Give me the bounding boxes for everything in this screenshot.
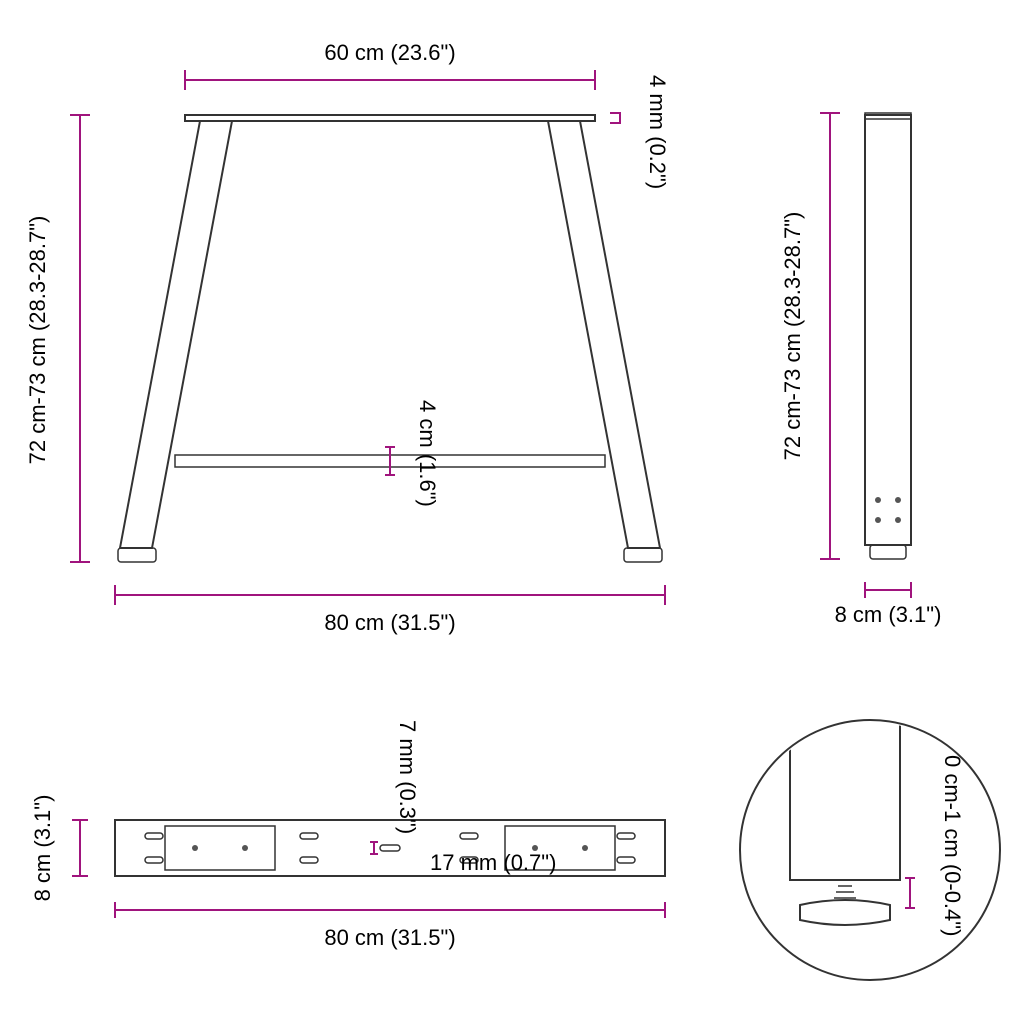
dim-label: 4 mm xyxy=(645,75,670,130)
dim-height-left: 72 cm-73 cm (28.3-28.7") xyxy=(25,115,90,562)
dim-top-length: 80 cm (31.5") xyxy=(115,902,665,950)
front-view: 60 cm (23.6") 4 mm (0.2") 72 cm-73 cm (2… xyxy=(25,40,670,635)
dim-label: 72 cm-73 cm xyxy=(780,333,805,460)
dim-label: (3.1") xyxy=(30,795,55,848)
side-view: 72 cm-73 cm (28.3-28.7") 8 cm (3.1") xyxy=(780,113,941,627)
dim-plate-thick: 4 mm (0.2") xyxy=(610,75,670,189)
dim-label: (31.5") xyxy=(390,610,455,635)
dim-label: (0.2") xyxy=(645,136,670,189)
dim-label: (28.3-28.7") xyxy=(25,216,50,331)
dim-label: (31.5") xyxy=(390,925,455,950)
dim-label: (1.6") xyxy=(415,454,440,507)
dim-slot-w: 17 mm (0.7") xyxy=(430,850,556,875)
svg-text:80 cm (31.5": 80 cm (31.5") xyxy=(324,610,455,635)
svg-text:72 cm-73 cm: 72 cm-73 cm (28.3-28.7") xyxy=(780,212,805,461)
dim-label: 80 cm xyxy=(324,610,384,635)
detail-view: 0 cm-1 cm (0-0.4") xyxy=(740,720,1000,980)
dim-label: (23.6") xyxy=(390,40,455,65)
dim-label: (3.1") xyxy=(888,602,941,627)
svg-text:17 mm (0.7"): 17 mm (0.7") xyxy=(430,850,556,875)
dim-slot-h: 7 mm (0.3") xyxy=(370,720,420,854)
dim-label: (0.3") xyxy=(395,781,420,834)
svg-text:80 cm (31.5": 80 cm (31.5") xyxy=(324,925,455,950)
dim-label: 80 cm xyxy=(324,925,384,950)
dim-label: 60 cm xyxy=(324,40,384,65)
dim-label: (0-0.4") xyxy=(940,864,965,937)
dim-adjust: 0 cm-1 cm (0-0.4") xyxy=(905,755,965,936)
dim-label: 72 cm-73 cm xyxy=(25,337,50,464)
dim-bottom-width: 80 cm (31.5") xyxy=(115,585,665,635)
dim-label: 4 cm xyxy=(415,400,440,448)
svg-text:8 cm (3.1"): 8 cm (3.1") xyxy=(30,795,55,902)
dim-label: (0.7") xyxy=(503,850,556,875)
dim-top-depth: 8 cm (3.1") xyxy=(30,795,88,902)
svg-text:4 mm (0.2"): 4 mm (0.2") xyxy=(645,75,670,189)
dim-label: 8 cm xyxy=(30,854,55,902)
dim-side-height: 72 cm-73 cm (28.3-28.7") xyxy=(780,113,840,559)
dim-label: (28.3-28.7") xyxy=(780,212,805,327)
svg-text:0 cm-1 cm (0: 0 cm-1 cm (0-0.4") xyxy=(940,755,965,936)
dim-label: 7 mm xyxy=(395,720,420,775)
top-view: 8 cm (3.1") 80 cm (31.5") 7 mm (0.3") xyxy=(30,720,665,950)
svg-text:72 cm-73 cm: 72 cm-73 cm (28.3-28.7") xyxy=(25,216,50,465)
dim-top-width: 60 cm (23.6") xyxy=(185,40,595,90)
dim-label: 0 cm-1 cm xyxy=(940,755,965,858)
dim-label: 17 mm xyxy=(430,850,497,875)
dim-label: 8 cm xyxy=(835,602,883,627)
dim-side-depth: 8 cm (3.1") xyxy=(835,582,942,627)
dim-crossbar: 4 cm (1.6") xyxy=(385,400,440,507)
svg-text:8 cm (3.1"): 8 cm (3.1") xyxy=(835,602,942,627)
svg-text:4 cm (1.6"): 4 cm (1.6") xyxy=(415,400,440,507)
svg-text:7 mm (0.3"): 7 mm (0.3") xyxy=(395,720,420,834)
svg-text:60 cm (23.6": 60 cm (23.6") xyxy=(324,40,455,65)
